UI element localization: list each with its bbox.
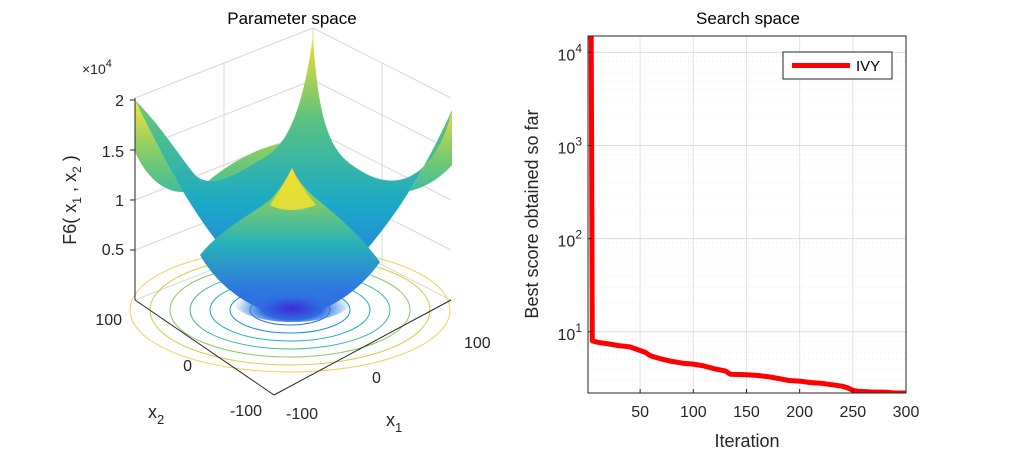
z-tick: 2	[115, 93, 124, 110]
surface-mesh	[135, 36, 452, 322]
z-axis-label: F6( x1 , x2 )	[60, 155, 84, 244]
y-tick-label: 101	[558, 321, 583, 344]
x-tick-labels: 50 100 150 200 250 300	[631, 389, 919, 421]
legend-label: IVY	[856, 58, 880, 75]
surface-title: Parameter space	[227, 9, 356, 28]
x-axis-label: x1	[386, 410, 402, 435]
y-axis-label: Best score obtained so far	[522, 109, 542, 318]
z-tick: 1.5	[102, 144, 124, 161]
y-tick-labels: 101 102 103 104	[558, 41, 592, 344]
x-axis-label: Iteration	[714, 431, 779, 451]
surface-chart: Parameter space ×104	[60, 9, 491, 435]
y-tick: -100	[230, 403, 262, 420]
y-tick-label: 102	[558, 228, 583, 251]
exponent-label: ×104	[82, 58, 112, 77]
y-tick-label: 103	[558, 135, 583, 158]
surface-axes	[134, 98, 452, 396]
x-tick-label: 150	[733, 404, 760, 421]
legend: IVY	[782, 51, 893, 80]
y-tick: 100	[95, 312, 122, 329]
x-tick-label: 300	[893, 404, 920, 421]
x-tick-label: 100	[680, 404, 707, 421]
x-ticks: -100 0 100	[286, 335, 491, 423]
y-tick-label: 104	[558, 41, 583, 64]
x-tick: 0	[372, 370, 381, 387]
z-ticks: 2 1.5 1 0.5	[102, 93, 124, 259]
series-layer	[588, 36, 906, 393]
x-tick-label: 250	[839, 404, 866, 421]
z-tick: 0.5	[102, 242, 124, 259]
x-tick-label: 200	[786, 404, 813, 421]
y-ticks: 100 0 -100	[95, 312, 262, 420]
y-axis-label: x2	[148, 402, 164, 427]
line-chart-title: Search space	[696, 9, 800, 28]
y-tick: 0	[183, 358, 192, 375]
x-tick: -100	[286, 406, 318, 423]
z-tick: 1	[115, 193, 124, 210]
x-tick: 100	[464, 335, 491, 352]
series-line	[588, 36, 906, 393]
x-tick-label: 50	[631, 404, 649, 421]
plot-frame	[587, 35, 907, 394]
line-chart: Search space 50 100 150 200 250 300 101 102 103…	[522, 9, 919, 451]
plot-area	[588, 36, 906, 393]
